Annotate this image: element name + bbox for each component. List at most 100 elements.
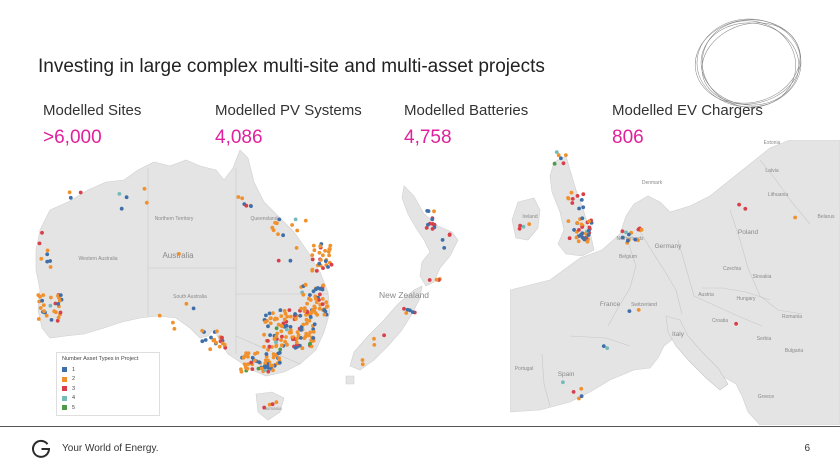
site-marker[interactable] bbox=[317, 261, 322, 266]
site-marker[interactable] bbox=[157, 313, 162, 318]
site-marker[interactable] bbox=[239, 369, 244, 374]
site-marker[interactable] bbox=[287, 330, 292, 335]
site-marker[interactable] bbox=[329, 262, 334, 267]
site-marker[interactable] bbox=[430, 222, 435, 226]
site-marker[interactable] bbox=[249, 360, 254, 365]
site-marker[interactable] bbox=[579, 394, 584, 399]
site-marker[interactable] bbox=[124, 195, 129, 200]
site-marker[interactable] bbox=[257, 360, 261, 365]
site-marker[interactable] bbox=[317, 306, 322, 311]
site-marker[interactable] bbox=[56, 302, 61, 306]
site-marker[interactable] bbox=[250, 355, 255, 360]
site-marker[interactable] bbox=[200, 328, 205, 333]
site-marker[interactable] bbox=[577, 396, 581, 401]
site-marker[interactable] bbox=[734, 321, 738, 326]
site-marker[interactable] bbox=[567, 236, 572, 241]
site-marker[interactable] bbox=[636, 227, 641, 232]
site-marker[interactable] bbox=[310, 339, 314, 343]
site-marker[interactable] bbox=[42, 309, 46, 314]
site-marker[interactable] bbox=[48, 265, 53, 269]
site-marker[interactable] bbox=[639, 227, 644, 232]
site-marker[interactable] bbox=[577, 206, 581, 211]
site-marker[interactable] bbox=[321, 266, 325, 270]
site-marker[interactable] bbox=[627, 309, 632, 313]
site-marker[interactable] bbox=[245, 366, 250, 371]
site-marker[interactable] bbox=[313, 296, 318, 301]
site-marker[interactable] bbox=[320, 287, 325, 292]
site-marker[interactable] bbox=[605, 346, 610, 350]
site-marker[interactable] bbox=[552, 161, 557, 166]
site-marker[interactable] bbox=[427, 278, 432, 282]
site-marker[interactable] bbox=[267, 311, 272, 316]
site-marker[interactable] bbox=[576, 239, 581, 244]
site-marker[interactable] bbox=[274, 400, 279, 405]
site-marker[interactable] bbox=[564, 153, 568, 157]
site-marker[interactable] bbox=[40, 230, 44, 235]
site-marker[interactable] bbox=[315, 313, 320, 317]
site-marker[interactable] bbox=[304, 331, 309, 336]
site-marker[interactable] bbox=[281, 233, 285, 238]
site-marker[interactable] bbox=[314, 300, 319, 305]
site-marker[interactable] bbox=[266, 369, 271, 374]
site-marker[interactable] bbox=[577, 228, 581, 232]
site-marker[interactable] bbox=[48, 259, 52, 263]
site-marker[interactable] bbox=[267, 344, 272, 349]
site-marker[interactable] bbox=[276, 232, 280, 236]
site-marker[interactable] bbox=[327, 253, 331, 258]
site-marker[interactable] bbox=[184, 301, 189, 306]
site-marker[interactable] bbox=[321, 253, 325, 258]
site-marker[interactable] bbox=[521, 224, 526, 229]
site-marker[interactable] bbox=[793, 215, 797, 220]
site-marker[interactable] bbox=[263, 361, 268, 366]
site-marker[interactable] bbox=[298, 336, 303, 340]
site-marker[interactable] bbox=[279, 329, 284, 334]
site-marker[interactable] bbox=[308, 315, 313, 319]
site-marker[interactable] bbox=[328, 243, 333, 248]
site-marker[interactable] bbox=[45, 252, 50, 257]
site-marker[interactable] bbox=[256, 366, 261, 371]
site-marker[interactable] bbox=[301, 322, 306, 327]
site-marker[interactable] bbox=[424, 226, 429, 230]
site-marker[interactable] bbox=[284, 327, 289, 332]
site-marker[interactable] bbox=[302, 306, 307, 311]
new-zealand-map[interactable]: New Zealand bbox=[340, 140, 490, 425]
site-marker[interactable] bbox=[271, 311, 275, 315]
site-marker[interactable] bbox=[311, 289, 316, 294]
site-marker[interactable] bbox=[624, 230, 628, 235]
site-marker[interactable] bbox=[39, 256, 44, 261]
site-marker[interactable] bbox=[40, 298, 44, 303]
site-marker[interactable] bbox=[311, 336, 316, 340]
site-marker[interactable] bbox=[273, 353, 278, 358]
site-marker[interactable] bbox=[561, 161, 566, 166]
site-marker[interactable] bbox=[171, 320, 175, 325]
site-marker[interactable] bbox=[326, 265, 330, 269]
site-marker[interactable] bbox=[322, 312, 327, 317]
site-marker[interactable] bbox=[267, 402, 272, 407]
site-marker[interactable] bbox=[620, 235, 625, 240]
europe-map[interactable]: Estonia Latvia Lithuania Denmark Ireland Pola… bbox=[510, 140, 840, 425]
site-marker[interactable] bbox=[220, 335, 224, 340]
site-marker[interactable] bbox=[572, 228, 576, 232]
site-marker[interactable] bbox=[246, 354, 250, 359]
site-marker[interactable] bbox=[288, 314, 293, 319]
site-marker[interactable] bbox=[200, 339, 205, 344]
site-marker[interactable] bbox=[319, 258, 323, 262]
site-marker[interactable] bbox=[517, 226, 522, 231]
site-marker[interactable] bbox=[402, 306, 406, 311]
site-marker[interactable] bbox=[57, 298, 62, 303]
site-marker[interactable] bbox=[620, 229, 625, 234]
site-marker[interactable] bbox=[293, 345, 298, 350]
site-marker[interactable] bbox=[310, 268, 315, 273]
site-marker[interactable] bbox=[317, 250, 322, 255]
site-marker[interactable] bbox=[312, 322, 317, 327]
site-marker[interactable] bbox=[208, 347, 213, 352]
site-marker[interactable] bbox=[288, 258, 293, 263]
site-marker[interactable] bbox=[284, 335, 288, 339]
site-marker[interactable] bbox=[307, 333, 311, 338]
site-marker[interactable] bbox=[209, 335, 213, 340]
site-marker[interactable] bbox=[570, 197, 575, 201]
site-marker[interactable] bbox=[581, 192, 586, 197]
site-marker[interactable] bbox=[313, 306, 317, 310]
site-marker[interactable] bbox=[320, 297, 325, 301]
site-marker[interactable] bbox=[574, 235, 579, 240]
